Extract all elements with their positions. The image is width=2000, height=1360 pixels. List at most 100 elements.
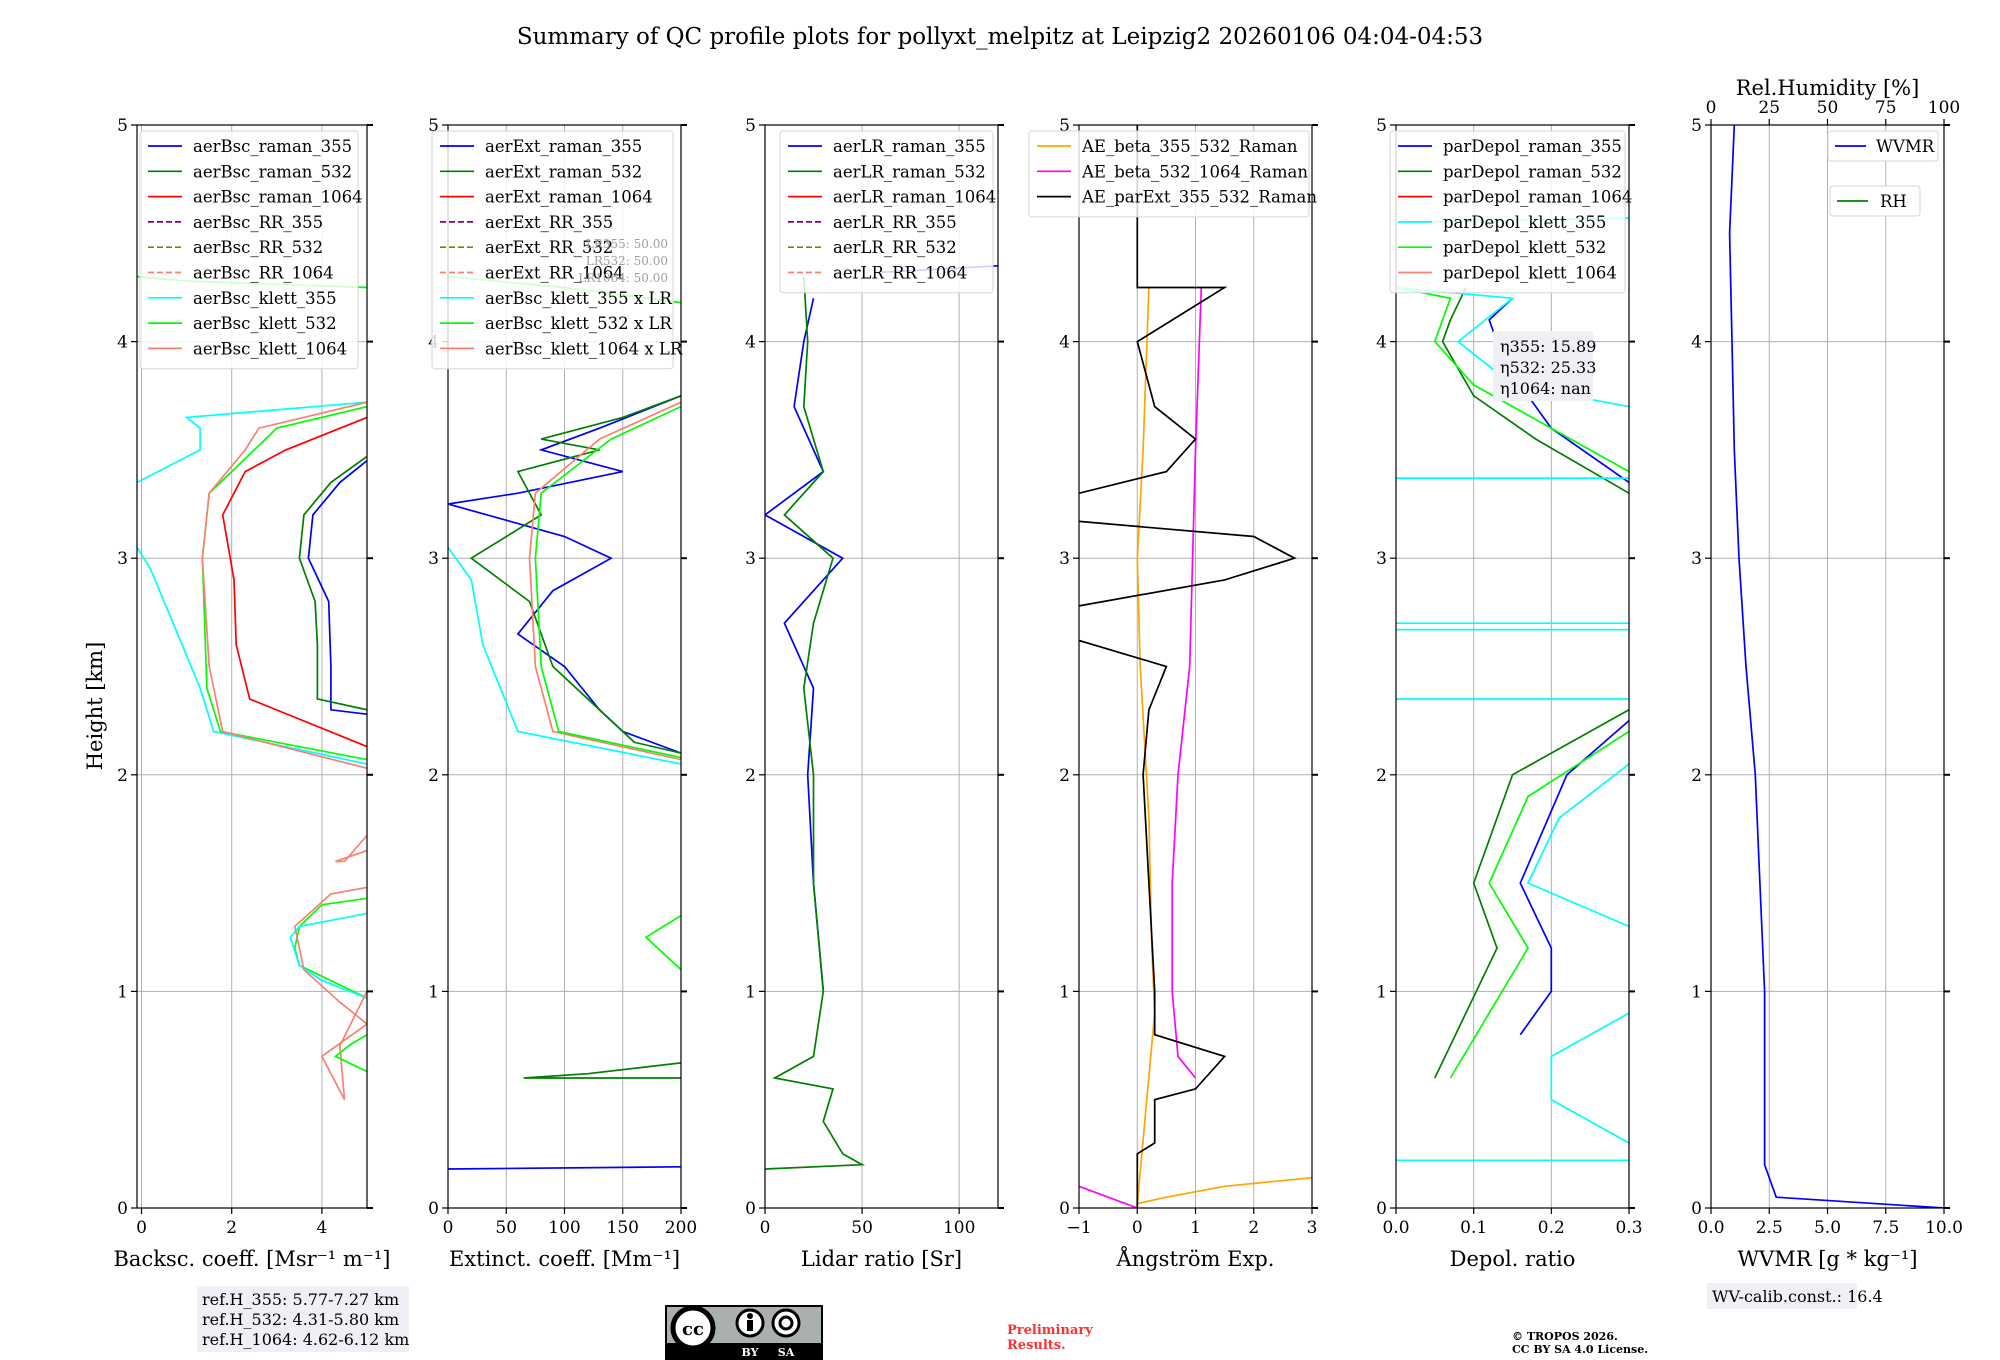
y-tick-label: 3 <box>1691 549 1702 569</box>
series-aerBsc_klett_532 <box>201 405 367 761</box>
legend-label: aerLR_RR_532 <box>833 238 957 257</box>
legend-label: aerLR_raman_355 <box>833 137 986 156</box>
axes-frame <box>764 124 999 1209</box>
ref-h-532: ref.H_532: 4.31-5.80 km <box>202 1310 399 1329</box>
series-aerExt_klett_low <box>644 914 681 971</box>
series-aerExt_raman_355 <box>448 395 681 754</box>
top-axis-label: Rel.Humidity [%] <box>1736 76 1920 100</box>
wv-calib-box: WV-calib.const.: 16.4 <box>1707 1283 1883 1309</box>
axes-frame <box>1395 124 1630 1209</box>
results-label: Results. <box>1007 1338 1066 1353</box>
x-tick-label: 150 <box>607 1218 639 1238</box>
series-AE_parExt_low <box>1079 639 1227 1208</box>
lr-label: LR532: 50.00 <box>586 254 668 268</box>
legend: parDepol_raman_355 parDepol_raman_532 parD… <box>1389 130 1632 294</box>
series-AE_beta_532_1064_low <box>1079 1185 1138 1208</box>
top-tick-label: 0 <box>1706 98 1717 118</box>
legend-label: aerBsc_RR_355 <box>193 213 323 232</box>
series-aerBsc_klett_532_low <box>293 897 367 999</box>
y-tick-label: 0 <box>1059 1199 1070 1219</box>
x-tick-label: 0 <box>136 1218 147 1238</box>
series-aerBsc_raman_532 <box>298 455 367 711</box>
series-aerBsc_klett_1064_low <box>293 886 367 1025</box>
top-tick-label: 75 <box>1875 98 1897 118</box>
y-tick-label: 2 <box>1376 766 1387 786</box>
cc-icon <box>670 1305 716 1351</box>
legend-label: aerBsc_raman_355 <box>193 137 352 156</box>
legend-label: aerLR_RR_1064 <box>833 264 967 283</box>
legend-label: aerBsc_klett_532 <box>193 314 337 333</box>
y-tick-label: 5 <box>1691 116 1702 136</box>
y-tick-label: 1 <box>745 982 756 1002</box>
reference-height-box: ref.H_355: 5.77-7.27 km ref.H_532: 4.31-… <box>197 1286 409 1352</box>
eta-label: η532: 25.33 <box>1500 358 1596 377</box>
y-tick-label: 1 <box>1376 982 1387 1002</box>
y-tick-label: 1 <box>117 982 128 1002</box>
sa-icon <box>771 1308 801 1338</box>
x-tick-label: 4 <box>316 1218 327 1238</box>
x-axis-label: Lidar ratio [Sr] <box>801 1247 962 1271</box>
cc-license-badge: cc BY SA <box>665 1305 823 1360</box>
y-tick-label: 4 <box>1059 333 1070 353</box>
series-parDepol_raman_532_low <box>1434 709 1629 1079</box>
legend-label: aerLR_raman_532 <box>833 162 986 181</box>
legend-label: aerExt_raman_532 <box>485 162 642 181</box>
y-tick-label: 1 <box>1691 982 1702 1002</box>
legend: aerExt_raman_355 aerExt_raman_532 aerExt_r… <box>431 130 683 370</box>
x-tick-label: 1 <box>1190 1218 1201 1238</box>
x-tick-label: 2 <box>1248 1218 1259 1238</box>
y-tick-label: 1 <box>1059 982 1070 1002</box>
x-tick-label: 50 <box>851 1218 873 1238</box>
eta-label: η355: 15.89 <box>1500 337 1596 356</box>
lr-label: LR355: 50.00 <box>586 237 668 251</box>
legend-label: AE_parExt_355_532_Raman <box>1081 188 1317 207</box>
x-tick-label: 3 <box>1307 1218 1318 1238</box>
top-tick-label: 100 <box>1928 98 1960 118</box>
series-parDepol_klett_532 <box>1396 286 1629 473</box>
legend-label: aerLR_raman_1064 <box>833 188 996 207</box>
y-tick-label: 4 <box>117 333 128 353</box>
legend-label: aerBsc_RR_1064 <box>193 264 334 283</box>
y-tick-label: 3 <box>1059 549 1070 569</box>
panel-lidar_ratio: 0 50 100 0 1 2 3 4 5 Lidar ratio [Sr] aerLR_raman_… <box>745 116 1004 1271</box>
y-tick-label: 5 <box>1376 116 1387 136</box>
y-tick-label: 0 <box>428 1199 439 1219</box>
svg-text:cc: cc <box>682 1319 704 1340</box>
legend: aerLR_raman_355 aerLR_raman_532 aerLR_rama… <box>779 130 996 294</box>
series-aerLR_raman_532 <box>765 276 866 1170</box>
axes-frame <box>136 124 368 1209</box>
x-tick-label: 0.2 <box>1538 1218 1565 1238</box>
y-tick-label: 3 <box>745 549 756 569</box>
cc-by-label: BY <box>742 1346 759 1359</box>
y-tick-label: 0 <box>1691 1199 1702 1219</box>
x-tick-label: 100 <box>548 1218 580 1238</box>
panel-extinction: 050100150200012345Extinct. coeff. [Mm⁻¹]… <box>428 116 697 1271</box>
x-axis-label: Depol. ratio <box>1450 1247 1576 1271</box>
series-AE_beta_532_1064_Raman <box>1171 287 1203 1079</box>
y-tick-label: 5 <box>428 116 439 136</box>
series-parDepol_klett_355_low <box>1526 763 1629 928</box>
y-tick-label: 2 <box>1691 766 1702 786</box>
legend-label: parDepol_klett_1064 <box>1443 264 1617 283</box>
x-tick-label: 10.0 <box>1925 1218 1963 1238</box>
license-label: CC BY SA 4.0 License. <box>1512 1343 1648 1356</box>
panel-depol: 0.0 0.1 0.2 0.3 0 1 2 3 4 5 Depol. ratio parDepol_r… <box>1376 116 1642 1271</box>
x-tick-label: 0.0 <box>1697 1218 1724 1238</box>
x-axis-label: Ångström Exp. <box>1116 1246 1275 1271</box>
x-tick-label: 0 <box>1132 1218 1143 1238</box>
series-aerBsc_klett_355_low <box>289 912 367 999</box>
series-aerBsc_klett_355_upper <box>137 401 367 484</box>
x-tick-label: 2.5 <box>1756 1218 1783 1238</box>
lr-label: LR1064: 50.00 <box>578 271 668 285</box>
y-tick-label: 0 <box>117 1199 128 1219</box>
legend-label: aerBsc_klett_355 x LR <box>485 289 672 308</box>
y-tick-label: 2 <box>428 766 439 786</box>
y-tick-label: 5 <box>1059 116 1070 136</box>
top-tick-label: 50 <box>1817 98 1839 118</box>
series-aerBsc_klett_355 <box>137 546 367 765</box>
legend-label: parDepol_klett_355 <box>1443 213 1606 232</box>
y-tick-label: 2 <box>745 766 756 786</box>
y-tick-label: 4 <box>1376 333 1387 353</box>
